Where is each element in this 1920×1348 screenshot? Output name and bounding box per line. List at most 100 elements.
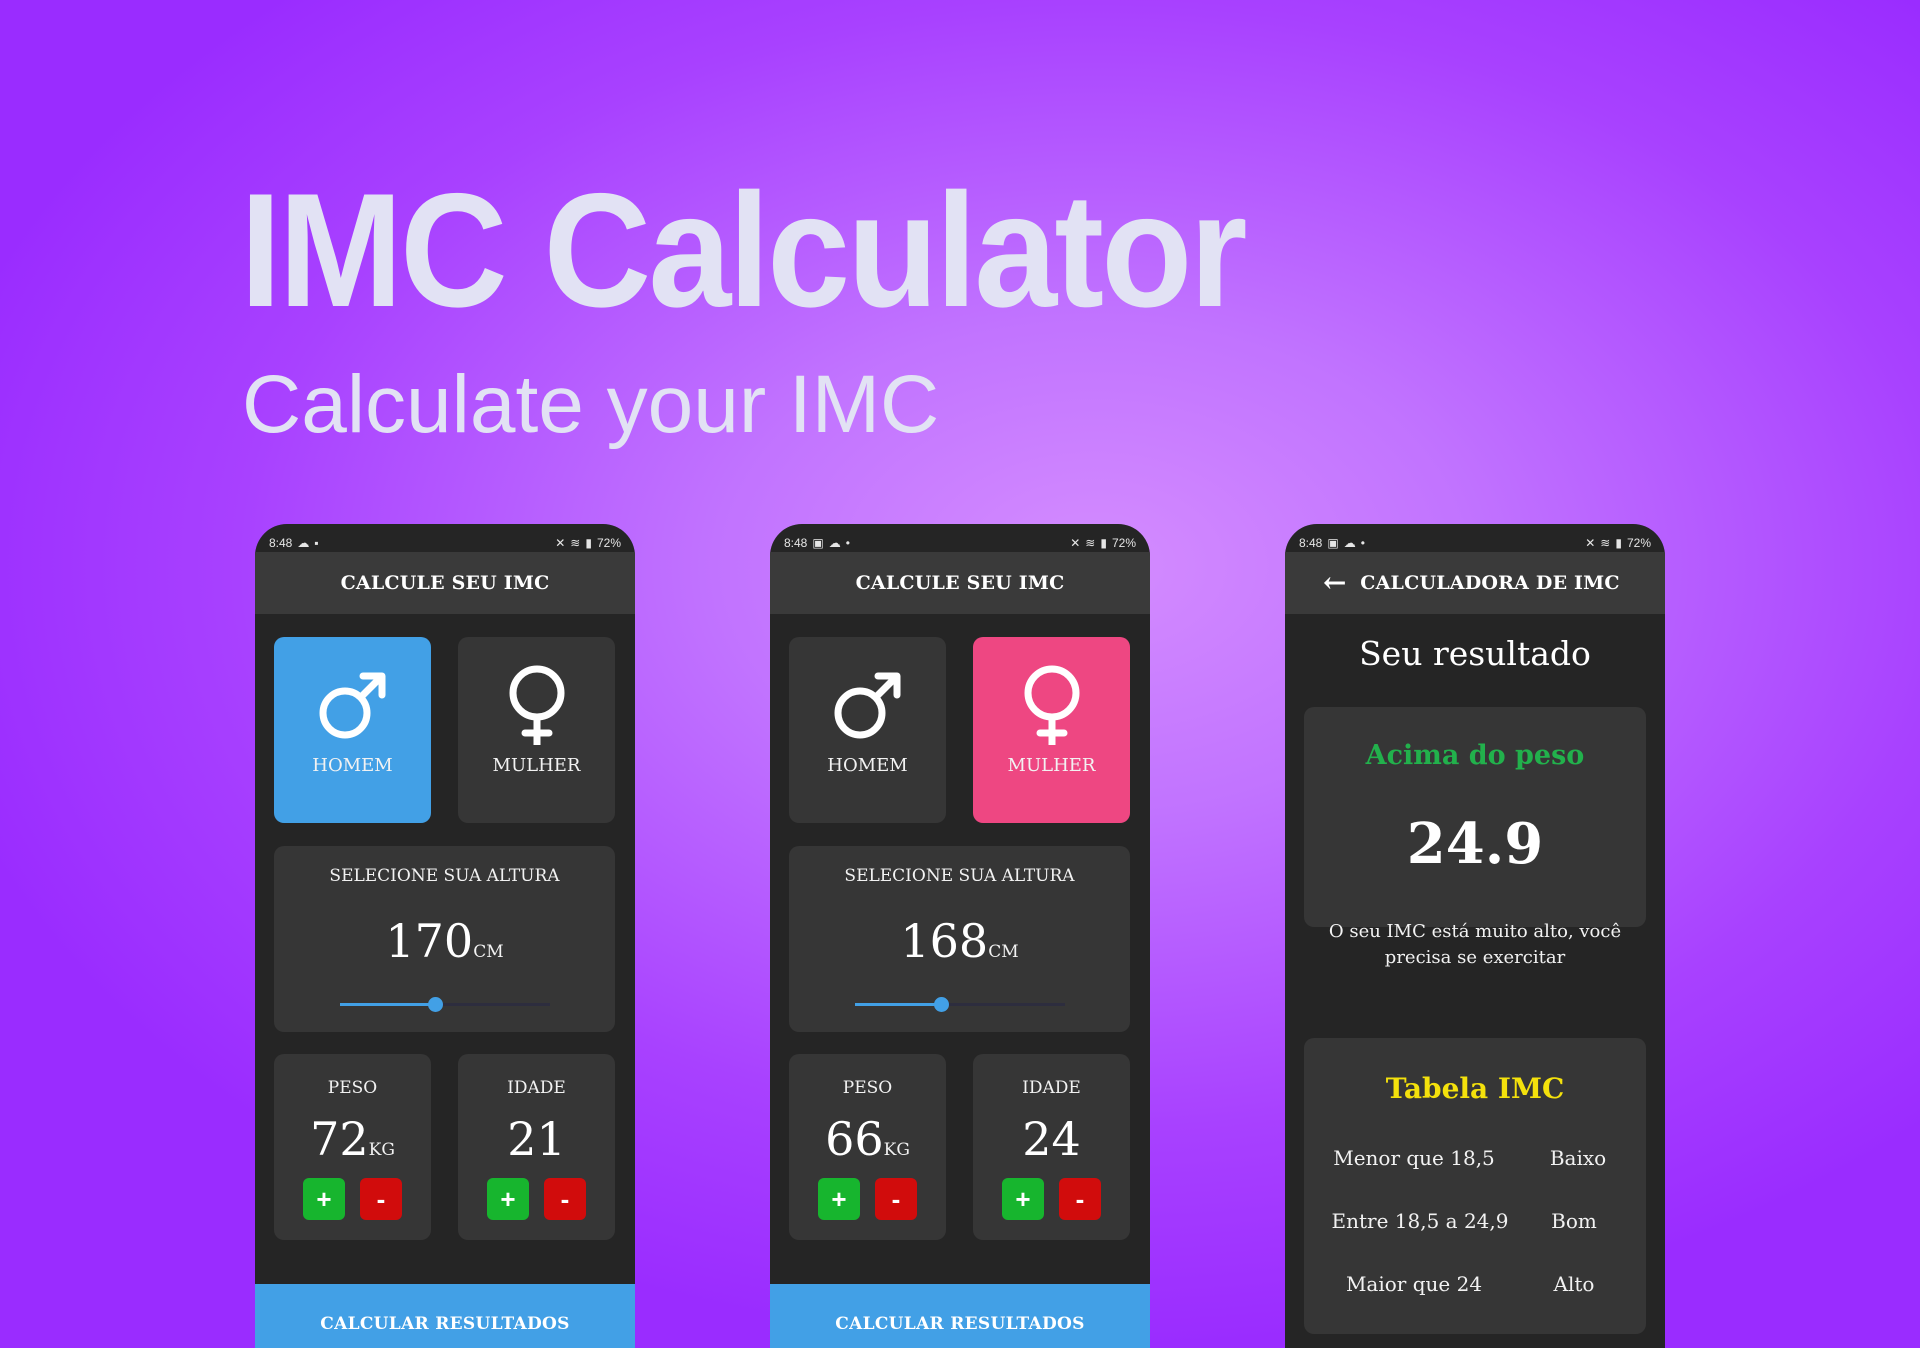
wifi-icon: ≋: [1600, 536, 1611, 550]
app-bar-title: CALCULADORA DE IMC: [1360, 572, 1620, 594]
app-bar-title: CALCULE SEU IMC: [340, 572, 550, 594]
weight-minus-button[interactable]: -: [875, 1178, 917, 1220]
cloud-icon: ☁: [297, 536, 310, 550]
height-slider-fill: [855, 1003, 942, 1006]
weight-number: 72: [310, 1112, 369, 1166]
height-slider-thumb[interactable]: [427, 997, 443, 1012]
height-slider[interactable]: [855, 997, 1065, 1012]
height-card: SELECIONE SUA ALTURA 168CM: [789, 846, 1130, 1032]
cloud-icon: ☁: [1343, 536, 1356, 550]
phone-screen-male: 8:48 ☁ ▪ ✕ ≋ ▮ 72% CALCULE SEU IMC HOMEM…: [255, 524, 635, 1348]
age-label: IDADE: [507, 1078, 566, 1098]
age-plus-button[interactable]: +: [1002, 1178, 1044, 1220]
status-time: 8:48: [1299, 536, 1323, 550]
height-number: 170: [385, 914, 474, 968]
battery-level: 72%: [596, 536, 621, 550]
weight-unit: KG: [883, 1140, 910, 1160]
weight-unit: KG: [368, 1140, 395, 1160]
female-symbol-icon: [1024, 665, 1079, 745]
weight-minus-button[interactable]: -: [360, 1178, 402, 1220]
age-minus-button[interactable]: -: [544, 1178, 586, 1220]
signal-icon: ▮: [585, 536, 592, 550]
age-number: 24: [1022, 1112, 1081, 1166]
imc-table-title: Tabela IMC: [1385, 1072, 1565, 1105]
wifi-icon: ≋: [570, 536, 581, 550]
battery-level: 72%: [1111, 536, 1136, 550]
result-message: O seu IMC está muito alto, você precisa …: [1328, 921, 1622, 968]
signal-icon: ▮: [1100, 536, 1107, 550]
gender-male-label: HOMEM: [827, 755, 908, 776]
app-bar: CALCULE SEU IMC: [255, 552, 635, 614]
age-value: 21: [458, 1112, 615, 1166]
height-slider-thumb[interactable]: [934, 997, 950, 1012]
gender-male-label: HOMEM: [312, 755, 393, 776]
gender-female-card[interactable]: MULHER: [973, 637, 1130, 823]
age-plus-button[interactable]: +: [487, 1178, 529, 1220]
table-range: Menor que 18,5: [1333, 1146, 1495, 1170]
gender-female-label: MULHER: [1007, 755, 1096, 776]
table-row: Menor que 18,5 Baixo: [1304, 1146, 1646, 1176]
calculate-results-button[interactable]: CALCULAR RESULTADOS: [255, 1284, 635, 1348]
gender-female-card[interactable]: MULHER: [458, 637, 615, 823]
gender-male-card[interactable]: HOMEM: [274, 637, 431, 823]
height-label: SELECIONE SUA ALTURA: [844, 866, 1075, 886]
age-value: 24: [973, 1112, 1130, 1166]
mute-icon: ✕: [1070, 536, 1081, 550]
status-time: 8:48: [784, 536, 808, 550]
table-label: Bom: [1551, 1209, 1597, 1233]
calculate-results-button[interactable]: CALCULAR RESULTADOS: [770, 1284, 1150, 1348]
age-label: IDADE: [1022, 1078, 1081, 1098]
message-icon: ▪: [314, 536, 319, 550]
height-unit: CM: [988, 942, 1019, 962]
height-number: 168: [900, 914, 989, 968]
table-range: Maior que 24: [1345, 1272, 1483, 1296]
gender-female-label: MULHER: [492, 755, 581, 776]
gender-male-card[interactable]: HOMEM: [789, 637, 946, 823]
phone-screen-result: 8:48 ▣ ☁ • ✕ ≋ ▮ 72% ← CALCULADORA DE IM…: [1285, 524, 1665, 1348]
female-symbol-icon: [509, 665, 564, 745]
status-bar: 8:48 ▣ ☁ • ✕ ≋ ▮ 72%: [1285, 524, 1665, 552]
weight-value: 72KG: [274, 1112, 431, 1166]
arrow-left-icon[interactable]: ←: [1323, 566, 1347, 599]
hero-subtitle: Calculate your IMC: [242, 359, 940, 450]
mute-icon: ✕: [1585, 536, 1596, 550]
imc-table-card: Tabela IMC Menor que 18,5 Baixo Entre 18…: [1304, 1038, 1646, 1334]
gallery-icon: ▣: [812, 536, 824, 550]
app-bar: ← CALCULADORA DE IMC: [1285, 552, 1665, 614]
result-title: Seu resultado: [1359, 634, 1591, 673]
status-time: 8:48: [269, 536, 293, 550]
result-value: 24.9: [1406, 811, 1544, 877]
calculate-results-label: CALCULAR RESULTADOS: [320, 1314, 570, 1334]
height-unit: CM: [473, 942, 504, 962]
height-slider[interactable]: [340, 997, 550, 1012]
weight-number: 66: [825, 1112, 884, 1166]
height-value: 170CM: [274, 914, 615, 968]
dot-icon: •: [1360, 536, 1365, 550]
phone-screen-female: 8:48 ▣ ☁ • ✕ ≋ ▮ 72% CALCULE SEU IMC HOM…: [770, 524, 1150, 1348]
wifi-icon: ≋: [1085, 536, 1096, 550]
app-bar: CALCULE SEU IMC: [770, 552, 1150, 614]
weight-label: PESO: [842, 1078, 893, 1098]
male-symbol-icon: [834, 672, 900, 739]
status-bar: 8:48 ☁ ▪ ✕ ≋ ▮ 72%: [255, 524, 635, 552]
calculate-results-label: CALCULAR RESULTADOS: [835, 1314, 1085, 1334]
table-label: Alto: [1553, 1272, 1595, 1296]
table-row: Maior que 24 Alto: [1304, 1272, 1646, 1302]
height-value: 168CM: [789, 914, 1130, 968]
result-card: Acima do peso 24.9 O seu IMC está muito …: [1304, 707, 1646, 968]
dot-icon: •: [845, 536, 850, 550]
result-status: Acima do peso: [1365, 740, 1585, 771]
table-range: Entre 18,5 a 24,9: [1331, 1209, 1509, 1233]
height-card: SELECIONE SUA ALTURA 170CM: [274, 846, 615, 1032]
signal-icon: ▮: [1615, 536, 1622, 550]
weight-plus-button[interactable]: +: [303, 1178, 345, 1220]
male-symbol-icon: [319, 672, 385, 739]
weight-card: PESO 66KG + -: [789, 1054, 946, 1240]
age-card: IDADE 21 + -: [458, 1054, 615, 1240]
age-number: 21: [507, 1112, 566, 1166]
weight-card: PESO 72KG + -: [274, 1054, 431, 1240]
weight-plus-button[interactable]: +: [818, 1178, 860, 1220]
age-minus-button[interactable]: -: [1059, 1178, 1101, 1220]
mute-icon: ✕: [555, 536, 566, 550]
height-slider-fill: [340, 1003, 435, 1006]
